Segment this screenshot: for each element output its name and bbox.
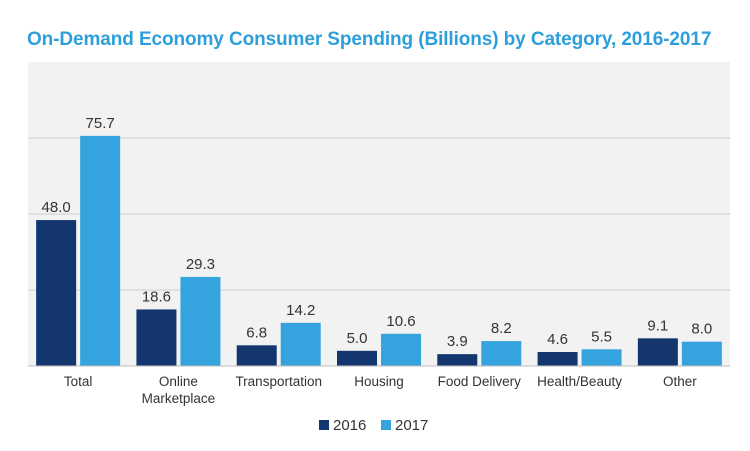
value-label: 5.0	[347, 330, 368, 347]
bars	[36, 135, 722, 366]
value-label: 10.6	[386, 313, 415, 330]
category-label: Other	[663, 374, 697, 389]
value-labels: 48.0 75.7 18.6 29.3 6.8 14.2 5.0 10.6 3.9 8.2 4.6 5…	[42, 115, 713, 350]
value-label: 4.6	[547, 331, 568, 348]
bar-2017-1	[180, 276, 221, 366]
value-label: 5.5	[591, 328, 612, 345]
value-label: 48.0	[42, 199, 71, 216]
legend-label-2017: 2017	[395, 417, 428, 434]
bar-2016-3	[337, 350, 377, 366]
bar-2017-3	[381, 333, 421, 366]
gridlines	[28, 137, 730, 291]
value-label: 29.3	[186, 256, 215, 273]
value-label: 6.8	[246, 324, 267, 341]
bar-2017-4	[481, 341, 522, 366]
value-label: 9.1	[647, 317, 668, 334]
bar-2016-2	[236, 345, 277, 366]
category-label: Online	[159, 374, 198, 389]
bar-2016-5	[537, 352, 578, 366]
category-label: Marketplace	[142, 391, 216, 406]
legend-label-2016: 2016	[333, 417, 366, 434]
bar-2016-6	[637, 338, 678, 366]
category-label: Total	[64, 374, 93, 389]
value-label: 3.9	[447, 333, 468, 350]
legend: 2016 2017	[319, 417, 428, 434]
bar-2016-1	[136, 309, 177, 366]
legend-swatch-2017	[381, 420, 391, 430]
value-label: 75.7	[86, 115, 115, 132]
bar-2017-6	[681, 341, 722, 366]
x-axis: Total Online Marketplace Transportation Hous…	[28, 365, 730, 406]
category-label: Health/Beauty	[537, 374, 622, 389]
legend-swatch-2016	[319, 420, 329, 430]
bar-2016-4	[437, 354, 478, 366]
value-label: 14.2	[286, 302, 315, 319]
chart-title: On-Demand Economy Consumer Spending (Bil…	[27, 29, 712, 50]
category-label: Food Delivery	[438, 374, 522, 389]
value-label: 8.0	[691, 321, 712, 338]
bar-2017-0	[80, 135, 121, 366]
category-label: Housing	[354, 374, 404, 389]
value-label: 8.2	[491, 320, 512, 337]
category-label: Transportation	[235, 374, 322, 389]
bar-2017-2	[280, 322, 321, 366]
bar-2016-0	[36, 220, 77, 366]
bar-2017-5	[581, 349, 622, 366]
value-label: 18.6	[142, 288, 171, 305]
